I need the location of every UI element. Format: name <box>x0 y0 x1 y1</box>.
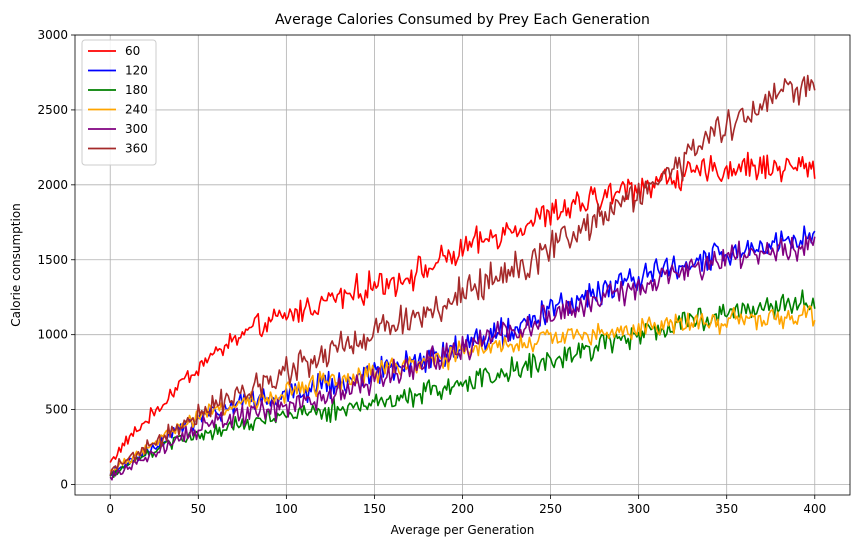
x-tick-label: 250 <box>539 502 562 516</box>
x-tick-label: 100 <box>275 502 298 516</box>
ticks: 0 50 100 150 200 250 300 350 400 0 500 1000 1500 2000… <box>37 28 826 516</box>
y-tick-label: 1000 <box>37 328 68 342</box>
chart-title: Average Calories Consumed by Prey Each G… <box>275 12 650 28</box>
y-tick-label: 1500 <box>37 253 68 267</box>
series-line-300 <box>109 235 816 481</box>
series-lines <box>109 74 816 481</box>
y-tick-label: 2000 <box>37 178 68 192</box>
y-tick-label: 0 <box>60 478 68 492</box>
x-tick-label: 0 <box>106 502 114 516</box>
series-line-60 <box>109 151 816 463</box>
x-tick-label: 200 <box>451 502 474 516</box>
legend-label-240: 240 <box>125 103 148 117</box>
x-tick-label: 150 <box>363 502 386 516</box>
x-tick-label: 400 <box>803 502 826 516</box>
grid <box>75 34 850 495</box>
x-tick-label: 350 <box>715 502 738 516</box>
series-line-360 <box>109 74 816 476</box>
y-tick-label: 3000 <box>37 28 68 42</box>
series-line-240 <box>109 304 816 472</box>
x-tick-label: 50 <box>191 502 206 516</box>
x-tick-label: 300 <box>627 502 650 516</box>
legend-label-180: 180 <box>125 83 148 97</box>
legend-label-120: 120 <box>125 64 148 78</box>
y-axis-title: Calorie consumption <box>9 203 23 327</box>
legend: 60 120 180 240 300 360 <box>81 39 157 166</box>
legend-label-60: 60 <box>125 44 140 58</box>
y-tick-label: 2500 <box>37 103 68 117</box>
y-tick-label: 500 <box>45 403 68 417</box>
legend-label-300: 300 <box>125 122 148 136</box>
legend-label-360: 360 <box>125 142 148 156</box>
x-axis-title: Average per Generation <box>391 523 535 537</box>
